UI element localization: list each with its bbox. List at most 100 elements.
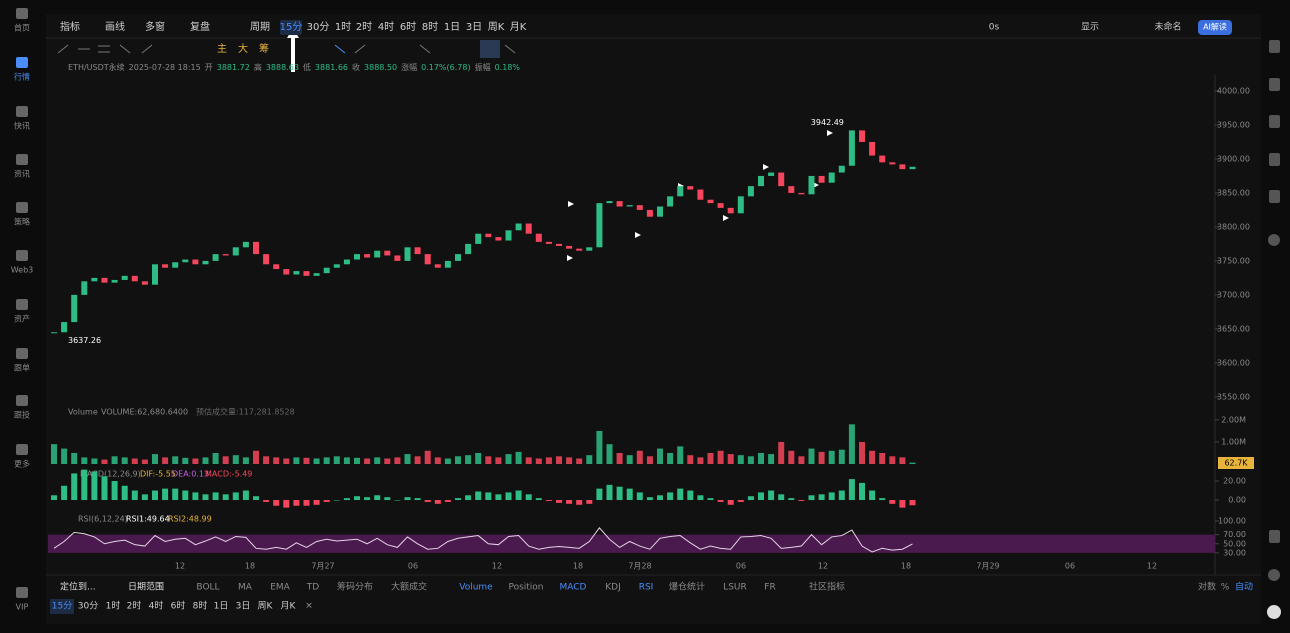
candle bbox=[768, 172, 775, 176]
macd-bar bbox=[778, 494, 785, 501]
period: 2时 bbox=[127, 600, 142, 612]
volume-bar bbox=[202, 457, 209, 464]
candle bbox=[828, 172, 835, 183]
y-tick-label: 2.00M bbox=[1221, 415, 1246, 424]
sidebar-label: 更多 bbox=[14, 459, 30, 469]
volume-bar bbox=[677, 446, 684, 464]
volume-bar bbox=[101, 459, 108, 464]
volume-bar bbox=[475, 452, 482, 464]
candle bbox=[91, 277, 98, 282]
macd-bar bbox=[212, 492, 219, 501]
candle bbox=[384, 250, 391, 256]
volume-bar bbox=[465, 455, 472, 464]
macd-bar bbox=[232, 492, 239, 501]
candle bbox=[364, 254, 371, 258]
toolbar-item: 复盘 bbox=[190, 20, 210, 33]
volume-bar bbox=[909, 462, 916, 464]
candle bbox=[687, 186, 694, 190]
icon bbox=[1268, 234, 1280, 246]
macd-bar bbox=[495, 494, 502, 501]
candle bbox=[465, 243, 472, 255]
volume-bar bbox=[778, 441, 785, 464]
volume-bar bbox=[263, 456, 270, 464]
volume-bar bbox=[172, 456, 179, 464]
macd-bar bbox=[313, 500, 320, 505]
macd-bar bbox=[293, 500, 300, 506]
toolbar-item: 画线 bbox=[105, 20, 125, 33]
macd-bar bbox=[747, 496, 754, 501]
candle bbox=[162, 264, 169, 268]
macd-bar bbox=[394, 500, 401, 501]
x-tick-label: 7月27 bbox=[311, 562, 334, 571]
indicator: FR bbox=[764, 583, 775, 593]
volume-title: Volume bbox=[68, 408, 98, 417]
sidebar-icon bbox=[16, 348, 28, 359]
volume-bar bbox=[505, 454, 512, 464]
toolbar-item: 4时 bbox=[378, 21, 394, 33]
toolbar-item: 周K bbox=[488, 21, 505, 33]
period: 1时 bbox=[106, 600, 121, 612]
macd-bar bbox=[697, 495, 704, 501]
macd-bar bbox=[596, 488, 603, 501]
indicator: 爆仓统计 bbox=[669, 581, 705, 593]
volume-bar bbox=[646, 456, 653, 464]
period: 3日 bbox=[236, 601, 251, 612]
candle bbox=[434, 264, 441, 268]
icon bbox=[57, 44, 69, 54]
candle bbox=[535, 233, 542, 242]
y-tick-label: 3950.00 bbox=[1217, 120, 1250, 129]
toolbar-right: 未命名 bbox=[1154, 21, 1181, 33]
toolbar-right: 显示 bbox=[1081, 22, 1099, 33]
macd-bar bbox=[626, 488, 633, 501]
toolbar-item: 周期 bbox=[250, 21, 270, 33]
macd-bar bbox=[71, 473, 78, 501]
info-item: 高 bbox=[254, 62, 262, 72]
volume-bar bbox=[152, 454, 158, 464]
macd-bar bbox=[121, 485, 128, 501]
high-label: 3942.49 bbox=[811, 118, 844, 127]
candle bbox=[192, 259, 199, 265]
volume-bar bbox=[374, 457, 381, 464]
macd-bar bbox=[263, 500, 270, 502]
volume-bar bbox=[242, 457, 249, 464]
candle bbox=[444, 260, 451, 268]
volume-bar bbox=[869, 450, 876, 464]
y-tick-label: 70.00 bbox=[1223, 530, 1246, 539]
volume-bar bbox=[455, 456, 461, 464]
volume-bar bbox=[394, 457, 401, 464]
macd-bar bbox=[818, 494, 825, 501]
candle bbox=[273, 264, 280, 270]
candle bbox=[808, 175, 815, 195]
macd-bar bbox=[859, 482, 865, 501]
candle bbox=[838, 165, 845, 173]
x-tick-label: 12 bbox=[492, 562, 502, 571]
candle bbox=[495, 237, 502, 241]
macd-bar bbox=[51, 495, 57, 501]
volume-bar bbox=[859, 441, 865, 464]
y-tick-label: 3800.00 bbox=[1217, 222, 1250, 231]
volume-bar bbox=[768, 454, 775, 464]
volume-bar bbox=[71, 452, 78, 464]
arrow bbox=[287, 28, 299, 72]
y-tick-label: 3900.00 bbox=[1217, 154, 1250, 163]
scale-option: % bbox=[1221, 583, 1230, 593]
macd-bar bbox=[586, 500, 593, 504]
candle bbox=[899, 164, 906, 170]
candle bbox=[323, 267, 330, 274]
candle bbox=[242, 241, 249, 248]
icon bbox=[419, 44, 431, 54]
volume-bar bbox=[182, 457, 189, 464]
sidebar-icon bbox=[16, 8, 28, 19]
volume-bar bbox=[697, 457, 704, 464]
candle bbox=[848, 130, 855, 166]
macd-bar bbox=[899, 500, 906, 508]
volume-bar bbox=[273, 457, 280, 464]
macd-bar bbox=[343, 498, 350, 501]
macd-bar bbox=[838, 490, 845, 501]
macd-bar bbox=[798, 500, 805, 501]
draw-tool: 大 bbox=[238, 42, 248, 55]
macd-bar bbox=[434, 500, 441, 504]
candle bbox=[616, 201, 623, 207]
macd-bar bbox=[717, 500, 724, 502]
